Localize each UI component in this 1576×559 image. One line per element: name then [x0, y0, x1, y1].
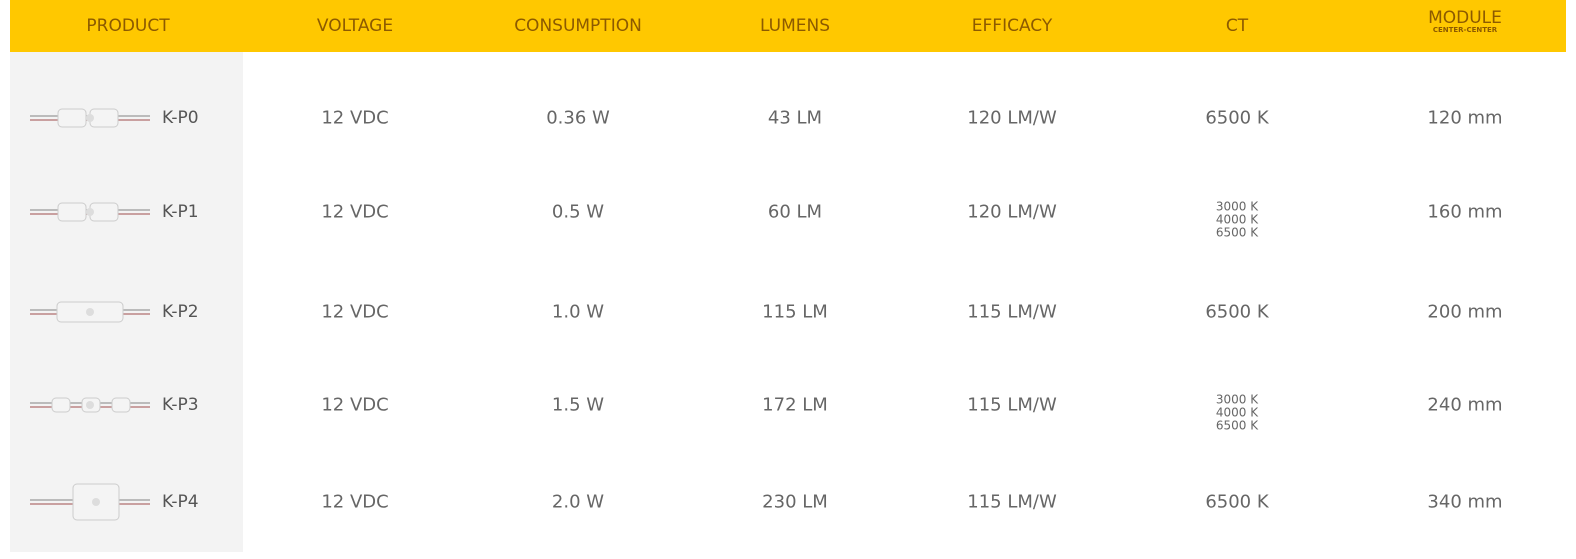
header-label: LUMENS — [760, 16, 830, 36]
voltage-cell: 12 VDC — [321, 492, 388, 513]
column-header: EFFICACY — [972, 16, 1052, 36]
ct-value: 6500 K — [1205, 492, 1268, 513]
ct-cell: 6500 K — [1205, 108, 1268, 129]
product-name: K-P1 — [162, 202, 199, 222]
consumption-cell: 0.5 W — [552, 202, 604, 223]
header-label: CONSUMPTION — [514, 16, 642, 36]
consumption-cell: 1.5 W — [552, 395, 604, 416]
led-shape — [90, 109, 118, 127]
led-shape — [90, 203, 118, 221]
efficacy-cell: 120 LM/W — [967, 108, 1057, 129]
led-shape — [86, 208, 94, 216]
module-cell: 340 mm — [1427, 492, 1502, 513]
led-shape — [112, 398, 130, 412]
ct-value: 6500 K — [1216, 227, 1258, 240]
column-header: LUMENS — [760, 16, 830, 36]
ct-cell: 6500 K — [1205, 302, 1268, 323]
led-shape — [58, 203, 86, 221]
product-name: K-P2 — [162, 302, 199, 322]
header-label: EFFICACY — [972, 16, 1052, 36]
module-cell: 240 mm — [1427, 395, 1502, 416]
efficacy-cell: 115 LM/W — [967, 492, 1057, 513]
product-name: K-P4 — [162, 492, 199, 512]
ct-cell: 6500 K — [1205, 492, 1268, 513]
led-shape — [86, 401, 94, 409]
efficacy-cell: 120 LM/W — [967, 202, 1057, 223]
column-header: CT — [1226, 16, 1248, 36]
lumens-cell: 172 LM — [762, 395, 828, 416]
column-header: PRODUCT — [86, 16, 169, 36]
column-header: CONSUMPTION — [514, 16, 642, 36]
lumens-cell: 43 LM — [768, 108, 822, 129]
header-label: VOLTAGE — [317, 16, 393, 36]
header-label: CT — [1226, 16, 1248, 36]
ct-value: 6500 K — [1205, 108, 1268, 129]
consumption-cell: 0.36 W — [546, 108, 610, 129]
product-name: K-P0 — [162, 108, 199, 128]
consumption-cell: 2.0 W — [552, 492, 604, 513]
led-shape — [86, 308, 94, 316]
led-shape — [86, 114, 94, 122]
ct-value: 6500 K — [1205, 302, 1268, 323]
voltage-cell: 12 VDC — [321, 202, 388, 223]
product-name: K-P3 — [162, 395, 199, 415]
module-cell: 200 mm — [1427, 302, 1502, 323]
ct-value: 6500 K — [1216, 420, 1258, 433]
header-sublabel: CENTER-CENTER — [1428, 26, 1502, 34]
page: (() => { const data = JSON.parse(documen… — [0, 0, 1576, 559]
column-header: VOLTAGE — [317, 16, 393, 36]
header-label: MODULE — [1428, 8, 1502, 28]
consumption-cell: 1.0 W — [552, 302, 604, 323]
voltage-cell: 12 VDC — [321, 395, 388, 416]
voltage-cell: 12 VDC — [321, 302, 388, 323]
lumens-cell: 60 LM — [768, 202, 822, 223]
product-images — [0, 0, 250, 559]
led-shape — [52, 398, 70, 412]
efficacy-cell: 115 LM/W — [967, 302, 1057, 323]
module-cell: 160 mm — [1427, 202, 1502, 223]
voltage-cell: 12 VDC — [321, 108, 388, 129]
led-shape — [58, 109, 86, 127]
lumens-cell: 115 LM — [762, 302, 828, 323]
header-label: PRODUCT — [86, 16, 169, 36]
module-cell: 120 mm — [1427, 108, 1502, 129]
led-shape — [92, 498, 100, 506]
lumens-cell: 230 LM — [762, 492, 828, 513]
efficacy-cell: 115 LM/W — [967, 395, 1057, 416]
